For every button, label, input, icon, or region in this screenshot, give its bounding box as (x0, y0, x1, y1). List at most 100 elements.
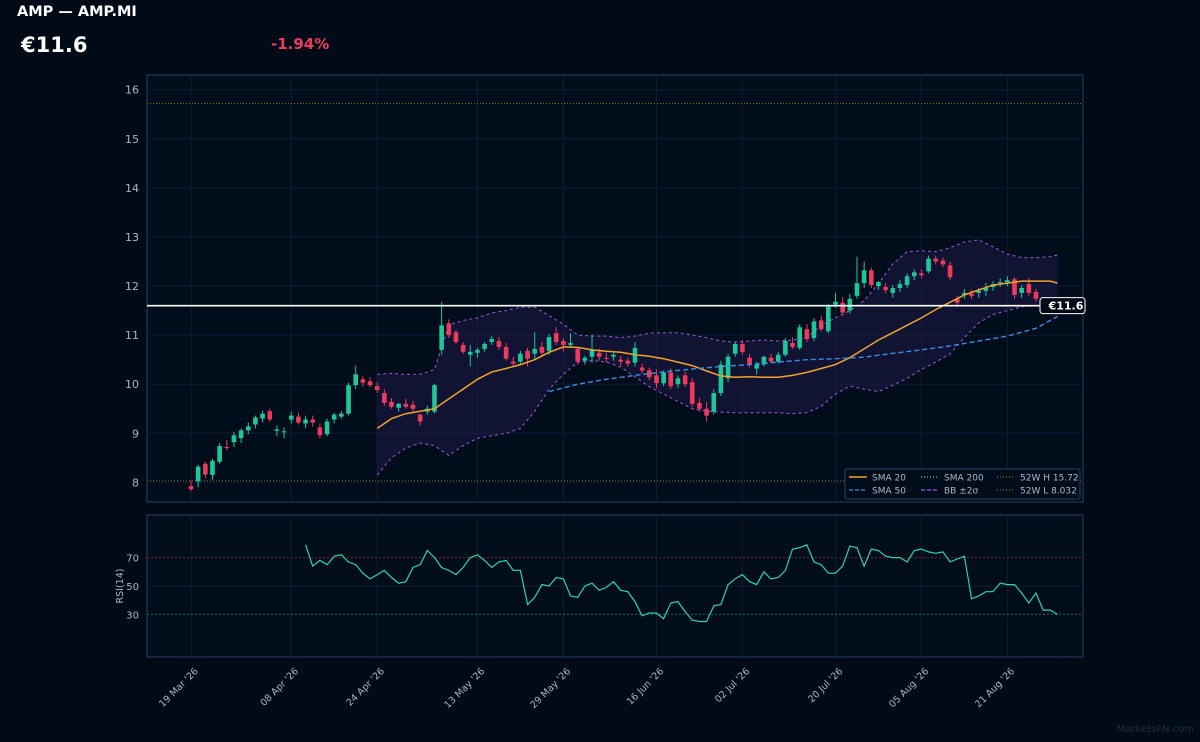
candle-body (281, 431, 287, 433)
legend-label: 52W H 15.72 (1020, 474, 1079, 484)
candle-body (718, 364, 724, 394)
candle-body (496, 341, 502, 347)
candle (639, 363, 645, 374)
candle (475, 347, 480, 358)
candle-body (840, 302, 845, 313)
candle-body (1026, 284, 1032, 293)
candle-body (253, 417, 258, 425)
candle-body (1005, 280, 1010, 283)
candle-body (467, 351, 473, 355)
candle-body (804, 329, 810, 340)
candle (911, 269, 917, 281)
candle-body (210, 460, 215, 476)
candle-body (489, 339, 495, 342)
candle (933, 255, 939, 265)
candle-body (546, 337, 552, 351)
watermark: MarketsFN.com (1116, 724, 1194, 735)
y-tick-label: 16 (125, 84, 139, 97)
candle-body (675, 378, 681, 385)
candle-body (532, 348, 538, 354)
candle (868, 267, 874, 289)
candle (926, 255, 931, 274)
candle (439, 301, 444, 355)
candle (360, 376, 366, 388)
candle (396, 402, 401, 412)
candle-body (697, 402, 702, 409)
candle-body (188, 486, 194, 490)
candle (367, 377, 373, 388)
candle-body (790, 342, 795, 347)
candle (962, 288, 967, 299)
last-price-tag (1039, 297, 1086, 315)
candle (389, 397, 394, 409)
legend-box (844, 468, 1081, 500)
candle-body (339, 413, 344, 417)
candle-body (947, 265, 953, 278)
candle-body (389, 401, 394, 407)
candle-body (553, 333, 559, 342)
candle (883, 283, 888, 293)
candle (188, 480, 194, 492)
candle (296, 412, 301, 425)
candle-body (647, 370, 652, 378)
y-tick-label: 14 (125, 182, 139, 195)
candle (718, 360, 724, 396)
candle-body (890, 288, 896, 293)
bollinger-lower-line (376, 303, 1058, 476)
candle (525, 347, 530, 367)
candle-body (195, 466, 201, 482)
candle-body (346, 385, 351, 414)
rsi-axis-label: RSI(14) (115, 569, 126, 604)
candle-body (704, 408, 709, 416)
candle (1033, 288, 1039, 302)
candle-body (446, 323, 452, 336)
candle (453, 330, 459, 344)
candle (353, 365, 359, 390)
candle (317, 423, 323, 439)
candle (711, 389, 717, 415)
candle-body (460, 344, 466, 352)
candle-body (732, 343, 738, 354)
candle (675, 375, 681, 389)
candle (1019, 285, 1024, 298)
candle (740, 340, 745, 355)
candle-body (818, 320, 824, 330)
candle (790, 337, 795, 349)
candle (732, 341, 738, 357)
candle (654, 369, 659, 389)
candle (890, 285, 896, 298)
candle-body (725, 356, 731, 379)
candle-body (797, 327, 802, 348)
candle-body (582, 357, 588, 361)
candle-body (1012, 279, 1017, 295)
candle (374, 382, 380, 394)
candle-body (811, 321, 817, 339)
candle (625, 357, 631, 367)
x-tick-label: 29 May '26 (528, 666, 573, 711)
candle-body (983, 288, 989, 291)
candle (604, 352, 609, 363)
legend-label: SMA 50 (872, 487, 906, 497)
candle (482, 341, 487, 352)
x-tick-label: 20 Jul '26 (806, 666, 845, 705)
candle-body (926, 258, 931, 272)
candle (947, 261, 953, 281)
candle (797, 324, 802, 350)
candle-body (432, 385, 437, 412)
price-panel (146, 74, 1084, 503)
candle (238, 428, 244, 444)
candle (954, 295, 960, 306)
candle-body (238, 430, 244, 439)
candle-body (861, 270, 867, 284)
candle-body (639, 367, 645, 371)
candle-body (1033, 291, 1039, 299)
candle (460, 341, 466, 354)
candle (288, 411, 294, 424)
candle-body (453, 332, 459, 342)
candle-body (317, 427, 323, 436)
candle-body (482, 343, 487, 349)
candle (303, 415, 308, 429)
price-change: -1.94% (271, 35, 330, 53)
candle-body (754, 364, 760, 369)
